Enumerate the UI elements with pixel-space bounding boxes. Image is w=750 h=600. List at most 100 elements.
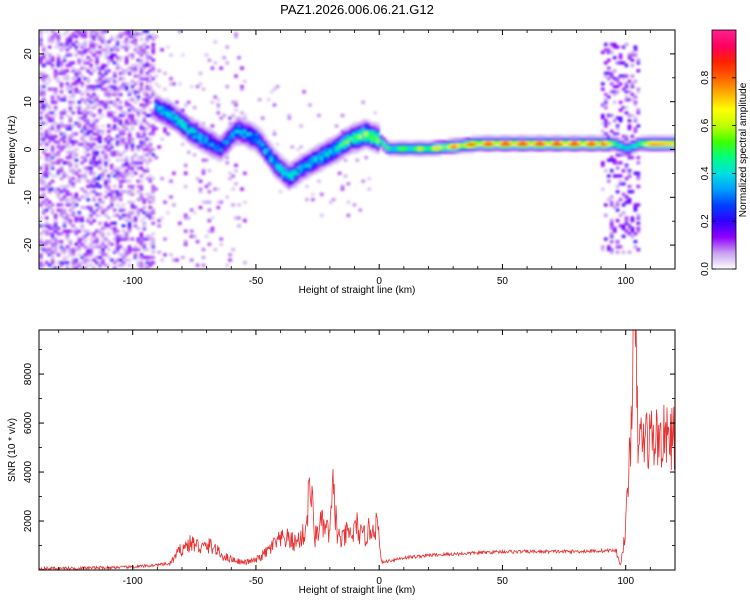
heatmap-cell [47,132,52,136]
heatmap-cell [62,124,67,128]
heatmap-cell [65,248,70,252]
heatmap-cell [494,137,499,141]
heatmap-cell [615,174,620,178]
heatmap-cell [293,163,297,167]
heatmap-cell [95,245,99,249]
heatmap-cell [536,145,540,149]
heatmap-cell [181,142,185,146]
heatmap-cell [80,137,84,141]
heatmap-cell [216,140,221,144]
heatmap-cell [47,187,52,191]
heatmap-cell [648,137,652,141]
heatmap-cell [95,237,99,241]
heatmap-cell [39,58,43,62]
heatmap-cell [373,150,377,154]
heatmap-cell [104,163,108,167]
heatmap-cell [124,234,129,238]
heatmap-cell [47,248,52,252]
heatmap-cell [192,127,197,131]
heatmap-cell [110,113,114,118]
heatmap-cell [660,145,664,149]
heatmap-cell [633,150,638,154]
heatmap-cell [145,53,150,57]
heatmap-cell [42,200,46,204]
heatmap-cell [80,129,84,133]
heatmap-cell [269,166,274,170]
heatmap-cell [136,166,141,170]
heatmap-cell [633,103,638,107]
heatmap-cell [80,53,84,57]
heatmap-cell [337,142,342,146]
heatmap-cell [213,142,218,146]
heatmap-cell [130,211,135,215]
heatmap-cell [228,258,232,262]
heatmap-cell [450,148,454,152]
heatmap-cell [89,190,93,194]
heatmap-cell [130,90,135,94]
heatmap-cell [592,140,596,144]
heatmap-cell [621,224,626,228]
heatmap-cell [559,145,564,149]
heatmap-cell [139,237,144,241]
heatmap-cell [163,103,167,107]
heatmap-cell [104,69,108,73]
heatmap-cell [133,205,138,210]
heatmap-cell [59,177,64,181]
heatmap-cell [77,219,82,223]
heatmap-cell [521,142,525,146]
heatmap-cell [118,216,123,220]
heatmap-cell [583,134,587,139]
heatmap-cell [388,148,392,152]
heatmap-cell [201,87,206,91]
heatmap-cell [246,119,250,123]
heatmap-cell [467,148,472,152]
x-tick-label: 0 [376,276,382,287]
heatmap-cell [42,174,46,178]
heatmap-cell [299,145,303,149]
heatmap-cell [160,258,164,262]
heatmap-cell [479,140,484,144]
heatmap-cell [615,145,620,149]
heatmap-cell [136,145,141,149]
heatmap-cell [130,169,135,173]
heatmap-cell [612,226,617,231]
heatmap-cell [89,129,93,133]
heatmap-cell [189,124,194,128]
heatmap-cell [95,85,99,89]
heatmap-cell [124,127,129,131]
heatmap-cell [630,226,635,231]
heatmap-cell [636,87,641,91]
heatmap-cell [39,35,43,39]
heatmap-cell [127,184,132,189]
heatmap-cell [56,53,61,57]
heatmap-cell [56,161,61,165]
heatmap-cell [601,142,605,146]
heatmap-cell [604,148,608,152]
heatmap-cell [627,232,632,236]
heatmap-cell [453,145,457,149]
heatmap-cell [104,245,108,249]
heatmap-cell [133,74,138,78]
heatmap-cell [373,127,377,131]
heatmap-cell [139,50,144,54]
heatmap-cell [571,140,576,144]
heatmap-cell [59,111,64,115]
heatmap-cell [130,119,135,123]
heatmap-cell [89,137,93,141]
heatmap-cell [506,140,510,144]
heatmap-cell [216,137,221,141]
heatmap-cell [195,240,200,244]
heatmap-cell [139,37,144,41]
heatmap-cell [252,148,256,152]
heatmap-cell [278,169,283,173]
heatmap-cell [115,229,120,233]
heatmap-cell [62,250,67,254]
heatmap-cell [272,163,277,167]
heatmap-cell [479,137,484,141]
heatmap-cell [672,134,675,139]
heatmap-cell [39,85,43,89]
heatmap-cell [118,32,123,36]
heatmap-cell [53,108,58,112]
heatmap-cell [133,90,138,94]
heatmap-cell [645,145,649,149]
